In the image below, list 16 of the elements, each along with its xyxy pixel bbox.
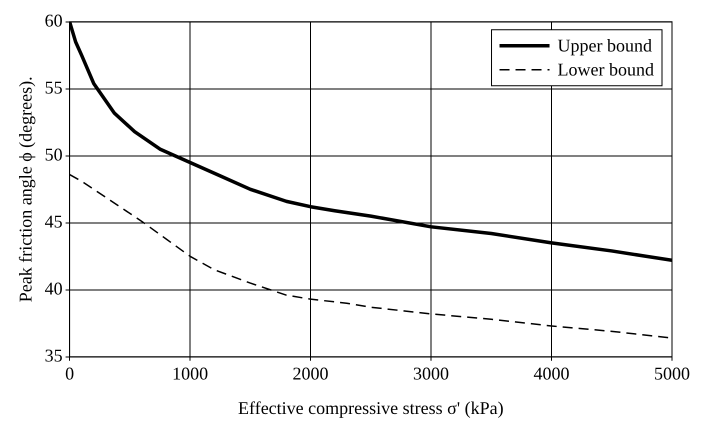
- x-tick-label: 5000: [654, 363, 690, 384]
- x-tick-label: 1000: [172, 363, 208, 384]
- y-tick-label: 55: [44, 78, 63, 98]
- x-axis-title: Effective compressive stress σ' (kPa): [238, 398, 504, 418]
- x-tick-label: 4000: [534, 363, 570, 384]
- legend-label: Lower bound: [558, 60, 654, 80]
- y-tick-label: 45: [44, 212, 63, 232]
- x-tick-label: 2000: [292, 363, 329, 384]
- y-tick-label: 40: [44, 278, 63, 299]
- x-tick-label: 3000: [413, 363, 450, 384]
- legend-label: Upper bound: [558, 36, 652, 56]
- y-tick-label: 60: [44, 10, 63, 31]
- x-tick-label: 0: [65, 363, 74, 384]
- y-tick-label: 35: [44, 346, 63, 366]
- y-axis-title: Peak friction angle ϕ (degrees).: [16, 76, 36, 302]
- y-tick-label: 50: [44, 144, 63, 165]
